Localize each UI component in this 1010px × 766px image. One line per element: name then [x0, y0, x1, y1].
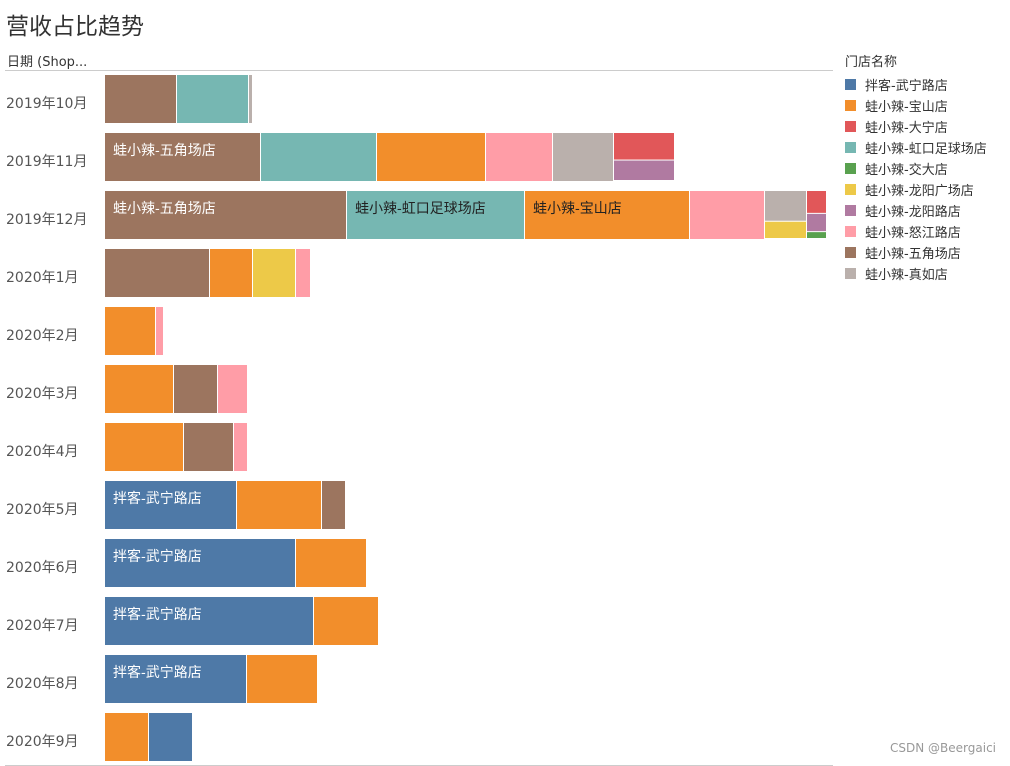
legend-title: 门店名称	[845, 55, 898, 70]
legend-label: 蛙小辣-交大店	[865, 163, 948, 178]
bar-segment-蛙小辣-宝山店[interactable]	[377, 133, 485, 181]
legend-label: 蛙小辣-怒江路店	[865, 226, 961, 241]
bar-segment-蛙小辣-大宁店[interactable]	[807, 191, 826, 213]
bar-segment-拌客-武宁路店[interactable]	[105, 481, 236, 529]
bar-label: 拌客-武宁路店	[113, 490, 202, 507]
bar-segment-蛙小辣-虹口足球场店[interactable]	[261, 133, 376, 181]
bar-segment-蛙小辣-龙阳广场店[interactable]	[765, 221, 806, 238]
row-label[interactable]: 2020年2月	[6, 328, 79, 344]
bar-segment-拌客-武宁路店[interactable]	[149, 713, 192, 761]
bar-segment-蛙小辣-龙阳广场店[interactable]	[253, 249, 295, 297]
legend-label: 蛙小辣-真如店	[865, 268, 948, 283]
bar-segment-蛙小辣-真如店[interactable]	[765, 191, 806, 221]
bar-segment-蛙小辣-宝山店[interactable]	[105, 307, 155, 355]
legend-item[interactable]: 蛙小辣-龙阳广场店	[845, 179, 987, 200]
legend-label: 蛙小辣-龙阳广场店	[865, 184, 974, 199]
bar-segment-蛙小辣-怒江路店[interactable]	[234, 423, 247, 471]
legend-swatch	[845, 247, 856, 258]
legend-label: 蛙小辣-龙阳路店	[865, 205, 961, 220]
bar-segment-蛙小辣-宝山店[interactable]	[525, 191, 689, 239]
row-label[interactable]: 2019年11月	[6, 154, 87, 170]
bar-label: 蛙小辣-五角场店	[113, 201, 216, 217]
bar-segment-蛙小辣-大宁店[interactable]	[614, 133, 674, 160]
legend-item[interactable]: 蛙小辣-大宁店	[845, 116, 987, 137]
bar-segment-蛙小辣-虹口足球场店[interactable]	[177, 75, 248, 123]
legend-item[interactable]: 蛙小辣-五角场店	[845, 242, 987, 263]
bar-label: 蛙小辣-五角场店	[113, 143, 216, 159]
bar-segment-拌客-武宁路店[interactable]	[105, 655, 246, 703]
bar-segment-蛙小辣-五角场店[interactable]	[184, 423, 233, 471]
legend-item[interactable]: 蛙小辣-真如店	[845, 263, 987, 284]
bar-segment-蛙小辣-龙阳路店[interactable]	[614, 160, 674, 180]
bar-segment-蛙小辣-宝山店[interactable]	[105, 713, 148, 761]
bar-segment-蛙小辣-宝山店[interactable]	[210, 249, 252, 297]
legend-swatch	[845, 163, 856, 174]
row-header[interactable]: 日期 (Shop...	[7, 55, 88, 70]
row-label[interactable]: 2020年6月	[6, 560, 79, 576]
bar-label: 拌客-武宁路店	[113, 606, 202, 623]
legend-swatch	[845, 205, 856, 216]
legend-label: 蛙小辣-宝山店	[865, 100, 948, 115]
legend-swatch	[845, 79, 856, 90]
bar-segment-蛙小辣-怒江路店[interactable]	[486, 133, 552, 181]
legend-swatch	[845, 121, 856, 132]
row-label[interactable]: 2019年10月	[6, 96, 87, 112]
legend-item[interactable]: 蛙小辣-宝山店	[845, 95, 987, 116]
bar-label: 蛙小辣-虹口足球场店	[355, 201, 486, 217]
bar-segment-蛙小辣-五角场店[interactable]	[174, 365, 217, 413]
bar-segment-蛙小辣-五角场店[interactable]	[105, 133, 260, 181]
chart-canvas: 2019年10月2019年11月蛙小辣-五角场店2019年12月蛙小辣-五角场店…	[5, 70, 833, 766]
legend-swatch	[845, 142, 856, 153]
row-label[interactable]: 2020年9月	[6, 734, 79, 750]
row-label[interactable]: 2020年4月	[6, 444, 79, 460]
bar-segment-蛙小辣-怒江路店[interactable]	[296, 249, 310, 297]
bar-segment-蛙小辣-宝山店[interactable]	[237, 481, 321, 529]
legend-label: 蛙小辣-虹口足球场店	[865, 142, 987, 157]
row-label[interactable]: 2020年5月	[6, 502, 79, 518]
bar-segment-拌客-武宁路店[interactable]	[105, 597, 313, 645]
row-label[interactable]: 2020年3月	[6, 386, 79, 402]
bar-segment-蛙小辣-怒江路店[interactable]	[156, 307, 163, 355]
legend-items: 拌客-武宁路店 蛙小辣-宝山店 蛙小辣-大宁店 蛙小辣-虹口足球场店 蛙小辣-交大店 蛙小…	[845, 74, 987, 284]
bar-segment-蛙小辣-五角场店[interactable]	[322, 481, 345, 529]
legend-item[interactable]: 蛙小辣-龙阳路店	[845, 200, 987, 221]
bar-segment-蛙小辣-宝山店[interactable]	[314, 597, 378, 645]
bar-segment-蛙小辣-五角场店[interactable]	[105, 75, 176, 123]
bar-label: 拌客-武宁路店	[113, 548, 202, 565]
bar-segment-蛙小辣-虹口足球场店[interactable]	[347, 191, 524, 239]
bar-segment-蛙小辣-宝山店[interactable]	[105, 365, 173, 413]
bar-segment-蛙小辣-怒江路店[interactable]	[218, 365, 247, 413]
bar-segment-蛙小辣-五角场店[interactable]	[105, 249, 209, 297]
legend-label: 蛙小辣-大宁店	[865, 121, 948, 136]
chart-title: 营收占比趋势	[6, 14, 144, 40]
bar-label: 蛙小辣-宝山店	[533, 201, 622, 217]
row-label[interactable]: 2020年7月	[6, 618, 79, 634]
legend-item[interactable]: 蛙小辣-交大店	[845, 158, 987, 179]
bar-segment-蛙小辣-交大店[interactable]	[807, 232, 826, 238]
legend-item[interactable]: 蛙小辣-虹口足球场店	[845, 137, 987, 158]
bar-segment-蛙小辣-龙阳路店[interactable]	[807, 213, 826, 232]
legend-item[interactable]: 蛙小辣-怒江路店	[845, 221, 987, 242]
legend-label: 蛙小辣-五角场店	[865, 247, 961, 262]
bar-segment-蛙小辣-真如店[interactable]	[553, 133, 613, 181]
watermark: CSDN @Beergaici	[890, 741, 996, 755]
bar-segment-蛙小辣-五角场店[interactable]	[105, 191, 346, 239]
legend-swatch	[845, 100, 856, 111]
bar-segment-蛙小辣-真如店[interactable]	[249, 75, 252, 123]
bar-label: 拌客-武宁路店	[113, 664, 202, 681]
bar-segment-蛙小辣-宝山店[interactable]	[247, 655, 317, 703]
legend-swatch	[845, 268, 856, 279]
bar-segment-蛙小辣-宝山店[interactable]	[105, 423, 183, 471]
legend-label: 拌客-武宁路店	[865, 79, 948, 94]
bar-segment-蛙小辣-宝山店[interactable]	[296, 539, 366, 587]
row-label[interactable]: 2020年1月	[6, 270, 79, 286]
bar-segment-拌客-武宁路店[interactable]	[105, 539, 295, 587]
legend-swatch	[845, 184, 856, 195]
legend-item[interactable]: 拌客-武宁路店	[845, 74, 987, 95]
legend-swatch	[845, 226, 856, 237]
row-label[interactable]: 2020年8月	[6, 676, 79, 692]
legend: 门店名称 拌客-武宁路店 蛙小辣-宝山店 蛙小辣-大宁店蛙小辣-虹口足球场店 蛙小辣-…	[845, 54, 987, 284]
row-label[interactable]: 2019年12月	[6, 212, 87, 228]
bar-segment-蛙小辣-怒江路店[interactable]	[690, 191, 764, 239]
